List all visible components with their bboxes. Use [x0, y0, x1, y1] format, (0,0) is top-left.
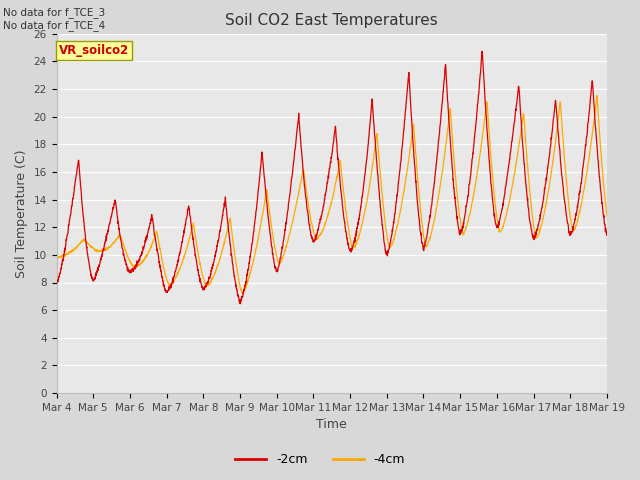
Text: VR_soilco2: VR_soilco2 — [60, 44, 129, 58]
Legend: -2cm, -4cm: -2cm, -4cm — [230, 448, 410, 471]
Title: Soil CO2 East Temperatures: Soil CO2 East Temperatures — [225, 13, 438, 28]
X-axis label: Time: Time — [316, 419, 347, 432]
Y-axis label: Soil Temperature (C): Soil Temperature (C) — [15, 149, 28, 277]
Text: No data for f_TCE_3
No data for f_TCE_4: No data for f_TCE_3 No data for f_TCE_4 — [3, 7, 106, 31]
